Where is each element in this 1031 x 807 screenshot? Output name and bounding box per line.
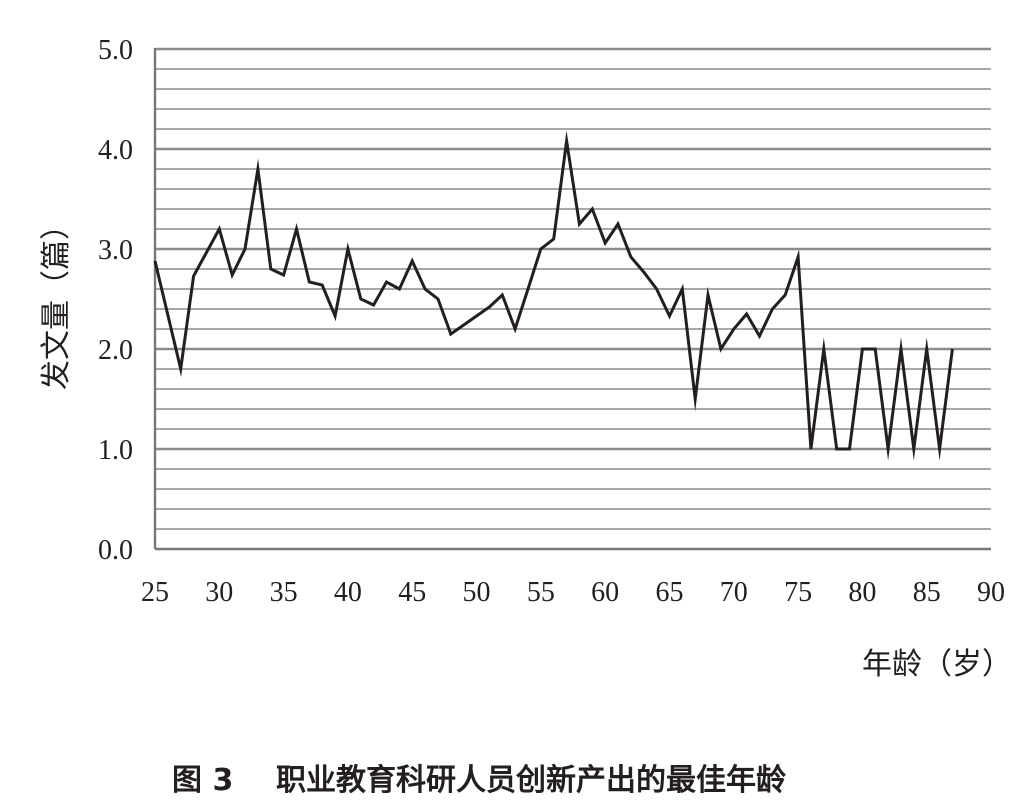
figure-caption-title: 职业教育科研人员创新产出的最佳年龄 (276, 763, 787, 798)
x-tick-label: 60 (591, 577, 619, 608)
y-tick-label: 4.0 (98, 135, 133, 166)
x-tick-label: 30 (205, 577, 233, 608)
x-tick-label: 85 (913, 577, 941, 608)
x-tick-label: 50 (463, 577, 491, 608)
x-tick-label: 75 (784, 577, 812, 608)
x-tick-label: 25 (141, 577, 169, 608)
y-tick-label: 2.0 (98, 335, 133, 366)
x-tick-label: 45 (398, 577, 426, 608)
y-tick-label: 3.0 (98, 235, 133, 266)
x-tick-labels: 25 30 35 40 45 50 55 60 65 70 75 80 85 90 (141, 577, 1005, 608)
x-tick-label: 90 (977, 577, 1005, 608)
x-tick-label: 55 (527, 577, 555, 608)
x-axis-title: 年龄（岁） (862, 647, 1012, 682)
y-axis-title: 发文量（篇） (39, 210, 74, 390)
x-tick-label: 80 (848, 577, 876, 608)
series-line (153, 130, 954, 461)
x-tick-label: 65 (655, 577, 683, 608)
y-tick-label: 0.0 (98, 535, 133, 566)
y-tick-label: 1.0 (98, 435, 133, 466)
x-tick-label: 40 (334, 577, 362, 608)
grid-lines (155, 47, 991, 530)
y-tick-labels: 0.0 1.0 2.0 3.0 4.0 5.0 (98, 35, 133, 566)
series-group (153, 130, 954, 461)
x-tick-label: 35 (270, 577, 298, 608)
figure-caption-number: 图 3 (172, 763, 233, 798)
x-tick-label: 70 (720, 577, 748, 608)
y-tick-label: 5.0 (98, 35, 133, 66)
axes (153, 48, 991, 551)
